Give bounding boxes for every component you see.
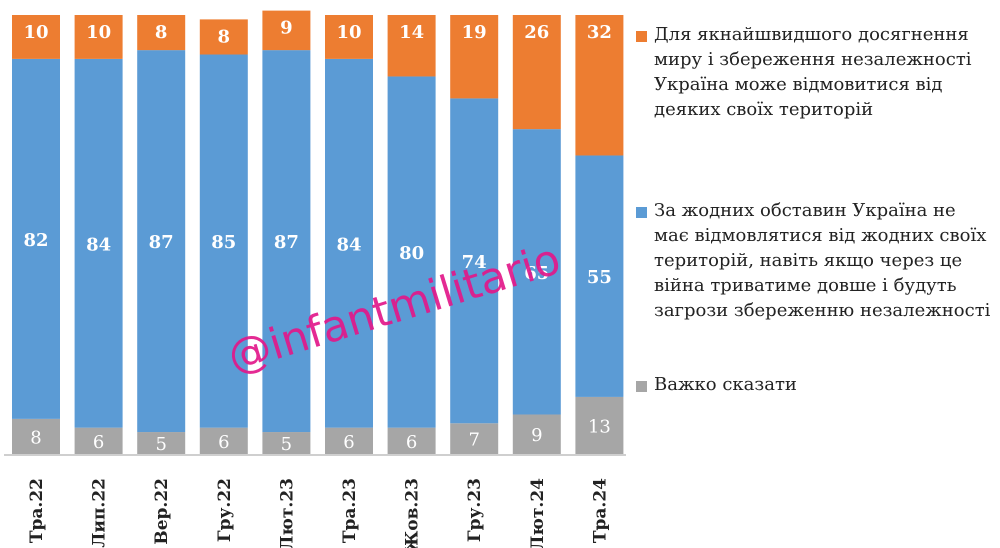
bar-segment [12, 58, 60, 419]
bar-segment [262, 432, 311, 454]
bar-segment [12, 418, 60, 454]
bar-segment [199, 19, 248, 55]
x-tick-label: Жов.23 [403, 478, 423, 548]
bar-segment [325, 15, 373, 59]
bar-segment [450, 98, 499, 424]
bar-segment [325, 427, 373, 454]
data-label: 55 [587, 267, 612, 288]
x-tick-label: Гру.23 [465, 478, 485, 542]
legend-label: Для якнайшвидшого досягнення миру і збер… [654, 24, 972, 120]
bar-segment [512, 414, 561, 454]
data-label: 74 [462, 252, 487, 273]
legend-item-no-concessions: За жодних обставин Україна не має відмов… [636, 198, 996, 368]
data-label: 10 [336, 22, 361, 43]
bar-segment [387, 76, 436, 428]
data-label: 32 [587, 22, 612, 43]
data-label: 85 [211, 232, 236, 253]
bar-segment [512, 15, 561, 130]
x-tick-label: Лют.24 [528, 478, 548, 548]
bar-segment [137, 15, 186, 51]
bar-segment [199, 54, 248, 428]
data-label: 80 [399, 243, 424, 264]
data-label: 84 [336, 234, 361, 255]
bar-segment [137, 50, 186, 433]
data-label: 8 [30, 427, 41, 448]
data-label: 6 [406, 432, 417, 453]
data-label: 8 [155, 22, 168, 43]
data-label: 9 [280, 18, 293, 39]
bar-segment [450, 15, 499, 99]
bar-segment [137, 432, 186, 454]
data-label: 84 [86, 234, 111, 255]
data-label: 19 [462, 22, 487, 43]
x-tick-label: Вер.22 [152, 478, 172, 545]
legend-item-hard-to-say: Важко сказати [636, 372, 996, 402]
bar-segment [575, 15, 624, 156]
bar-segment [387, 427, 436, 454]
data-label: 82 [23, 230, 48, 251]
data-label: 8 [218, 26, 231, 47]
data-label: 13 [588, 416, 611, 437]
bar-segment [387, 15, 436, 77]
bar-segment [262, 50, 311, 433]
data-label: 10 [23, 22, 48, 43]
x-tick-label: Тра.24 [590, 478, 610, 543]
data-label: 6 [93, 432, 104, 453]
legend-swatch-blue [636, 207, 647, 218]
data-label: 65 [524, 263, 549, 284]
data-label: 26 [524, 22, 549, 43]
bar-segment [325, 58, 373, 428]
bar-segment [575, 396, 624, 454]
bar-segment [262, 10, 311, 51]
bar-segment [74, 427, 123, 454]
data-label: 5 [155, 434, 166, 455]
data-label: 87 [149, 232, 174, 253]
bar-segment [199, 427, 248, 454]
legend-label: За жодних обставин Україна не має відмов… [654, 200, 991, 321]
bar-segment [575, 155, 624, 397]
data-label: 6 [343, 432, 354, 453]
data-label: 9 [531, 425, 542, 446]
legend-swatch-orange [636, 31, 647, 42]
bar-segment [74, 15, 123, 59]
data-label: 6 [218, 432, 229, 453]
x-tick-label: Гру.22 [215, 478, 235, 542]
bar-segment [12, 15, 60, 59]
x-tick-label: Тра.22 [27, 478, 47, 543]
data-label: 87 [274, 232, 299, 253]
bar-segment [512, 129, 561, 415]
bar-segment [74, 58, 123, 428]
data-label: 10 [86, 22, 111, 43]
data-label: 5 [281, 434, 292, 455]
legend-swatch-gray [636, 381, 647, 392]
legend-label: Важко сказати [654, 374, 797, 395]
data-label: 14 [399, 22, 424, 43]
x-tick-label: Лют.23 [277, 478, 297, 548]
x-tick-label: Лип.22 [90, 478, 110, 548]
legend-item-give-up-territories: Для якнайшвидшого досягнення миру і збер… [636, 22, 996, 132]
data-label: 7 [468, 430, 479, 451]
bar-segment [450, 423, 499, 454]
x-tick-label: Тра.23 [340, 478, 360, 543]
